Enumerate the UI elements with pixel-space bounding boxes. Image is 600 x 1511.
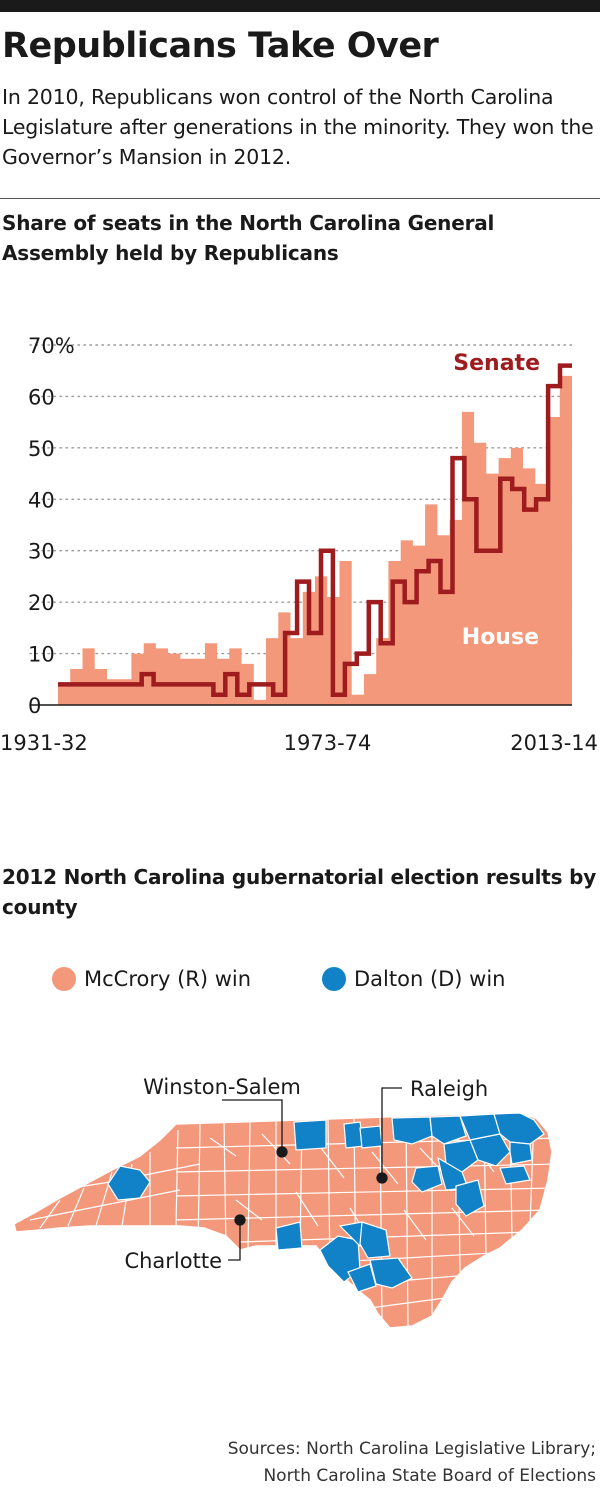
- y-tick-label: 40: [28, 488, 55, 512]
- city-label-winston-salem: Winston-Salem: [143, 1075, 301, 1099]
- page-title: Republicans Take Over: [2, 26, 439, 66]
- legend-label-mccrory: McCrory (R) win: [84, 967, 252, 991]
- dalton-county: [455, 1179, 485, 1217]
- dalton-county: [391, 1116, 433, 1145]
- county-map: Winston-Salem Raleigh Charlotte: [13, 1075, 553, 1329]
- dalton-county: [359, 1221, 391, 1259]
- state-body: [13, 1112, 553, 1329]
- dalton-county: [359, 1125, 383, 1149]
- charlotte-leader: [228, 1220, 241, 1261]
- sources-line-2: North Carolina State Board of Elections: [263, 1466, 596, 1486]
- y-tick-label: 30: [28, 540, 55, 564]
- city-label-charlotte: Charlotte: [124, 1249, 222, 1273]
- y-tick-label: 70%: [28, 334, 75, 358]
- house-area: [58, 375, 572, 705]
- page-subtitle: In 2010, Republicans won control of the …: [2, 85, 594, 169]
- dalton-county: [293, 1119, 327, 1151]
- seats-chart: 0 10 20 30 40 50 60 70% Senate House 1931-32 1973-7…: [0, 334, 598, 755]
- dalton-county: [499, 1165, 531, 1185]
- x-tick-label: 1973-74: [284, 731, 372, 755]
- dalton-county: [107, 1165, 151, 1201]
- y-tick-label: 10: [28, 643, 55, 667]
- senate-label: Senate: [453, 351, 540, 376]
- raleigh-leader: [381, 1087, 402, 1178]
- dalton-county: [411, 1165, 443, 1193]
- winston-salem-dot: [276, 1146, 288, 1158]
- legend-swatch-mccrory: [52, 967, 76, 991]
- x-tick-label: 1931-32: [0, 731, 88, 755]
- charlotte-dot: [234, 1214, 246, 1226]
- legend-item-mccrory: McCrory (R) win: [52, 962, 251, 996]
- y-tick-label: 60: [28, 385, 55, 409]
- dalton-county: [469, 1133, 511, 1167]
- dalton-county: [275, 1221, 303, 1251]
- legend-label-dalton: Dalton (D) win: [354, 967, 506, 991]
- map-title: 2012 North Carolina gubernatorial electi…: [2, 865, 597, 919]
- y-tick-label: 0: [28, 694, 41, 718]
- top-rule: [0, 0, 600, 12]
- y-tick-label: 50: [28, 437, 55, 461]
- city-label-raleigh: Raleigh: [410, 1077, 488, 1101]
- legend-swatch-dalton: [322, 967, 346, 991]
- city-markers: [222, 1087, 402, 1261]
- dalton-county: [493, 1112, 545, 1145]
- sources-line-1: Sources: North Carolina Legislative Libr…: [227, 1439, 596, 1459]
- dalton-county: [347, 1263, 377, 1293]
- senate-line: [58, 363, 572, 697]
- dalton-county: [429, 1115, 467, 1145]
- legend-item-dalton: Dalton (D) win: [322, 962, 506, 996]
- house-label: House: [462, 625, 539, 650]
- dalton-county: [443, 1139, 479, 1173]
- divider: [0, 198, 600, 199]
- chart-title: Share of seats in the North Carolina Gen…: [2, 211, 495, 265]
- raleigh-dot: [376, 1172, 388, 1184]
- sources-note: Sources: North Carolina Legislative Libr…: [228, 1436, 596, 1490]
- dalton-counties: [107, 1112, 545, 1293]
- x-tick-label: 2013-14: [510, 731, 598, 755]
- winston-salem-leader: [222, 1099, 283, 1152]
- dalton-county: [509, 1141, 533, 1165]
- y-tick-label: 20: [28, 591, 55, 615]
- dalton-county: [369, 1257, 413, 1289]
